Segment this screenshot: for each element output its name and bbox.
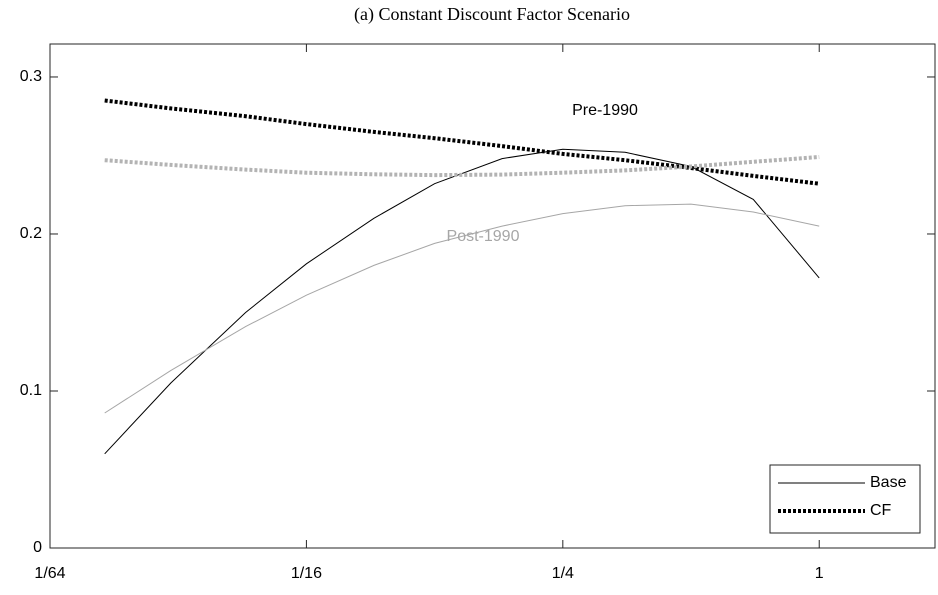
series-line	[104, 203, 820, 414]
legend-label: CF	[870, 502, 892, 519]
series-line	[104, 155, 820, 178]
legend-label: Base	[870, 474, 907, 491]
series-line	[104, 98, 820, 186]
y-tick-label: 0.1	[20, 382, 42, 399]
annotation: Post-1990	[447, 228, 520, 245]
x-tick-label: 1/16	[291, 565, 322, 582]
x-tick-label: 1/4	[552, 565, 574, 582]
plot-frame	[49, 43, 936, 549]
legend-box	[769, 464, 921, 534]
x-tick-label: 1	[815, 565, 824, 582]
y-tick-label: 0	[33, 539, 42, 556]
series-line	[104, 148, 820, 455]
y-tick-label: 0.3	[20, 68, 42, 85]
x-tick-label: 1/64	[34, 565, 65, 582]
y-tick-label: 0.2	[20, 225, 42, 242]
chart-title: (a) Constant Discount Factor Scenario	[354, 4, 630, 25]
annotation: Pre-1990	[572, 102, 638, 119]
